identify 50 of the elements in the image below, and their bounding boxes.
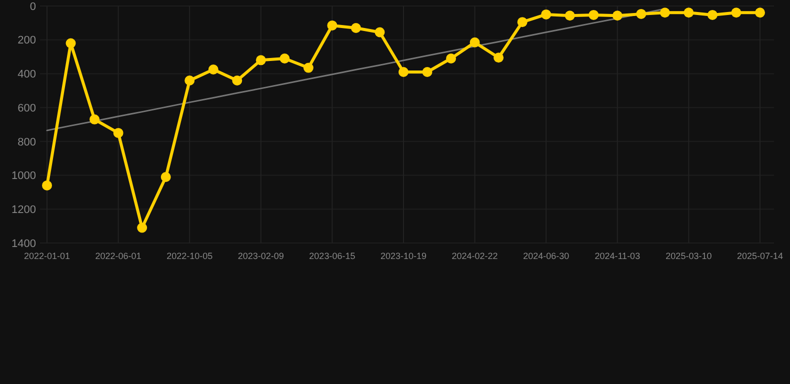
y-tick-label: 1000 — [12, 170, 36, 182]
point — [731, 8, 742, 18]
point — [588, 10, 599, 20]
y-tick-label: 800 — [18, 136, 36, 148]
point — [374, 27, 385, 38]
point — [612, 10, 622, 21]
x-tick-label: 2025-07-14 — [736, 251, 784, 261]
y-tick-label: 0 — [30, 0, 36, 13]
x-tick-label: 2022-10-05 — [166, 251, 213, 261]
point — [208, 64, 218, 74]
x-tick-label: 2023-02-09 — [238, 251, 284, 261]
point — [517, 17, 528, 28]
point — [160, 172, 171, 182]
point — [232, 75, 242, 86]
point — [350, 23, 361, 34]
point — [113, 128, 124, 138]
point — [184, 75, 195, 86]
x-tick-label: 2022-06-01 — [95, 251, 142, 261]
y-tick-label: 600 — [18, 102, 36, 114]
point — [137, 222, 148, 233]
x-tick-label: 2022-01-01 — [24, 251, 70, 261]
y-tick-label: 200 — [18, 34, 36, 47]
y-tick-label: 1200 — [12, 204, 36, 216]
point — [707, 10, 718, 20]
point — [564, 10, 575, 21]
point — [66, 38, 76, 48]
point — [494, 52, 504, 63]
point — [90, 114, 100, 124]
point — [636, 8, 646, 19]
point — [256, 55, 266, 66]
point — [327, 20, 338, 30]
point — [684, 8, 694, 18]
point — [446, 53, 456, 64]
x-tick-label: 2024-02-22 — [452, 251, 498, 261]
y-tick-label: 1400 — [12, 238, 36, 250]
point — [303, 62, 314, 73]
point — [541, 9, 552, 20]
x-tick-label: 2025-03-10 — [666, 251, 712, 261]
x-tick-label: 2024-06-30 — [523, 251, 570, 261]
point — [660, 8, 670, 18]
point — [42, 180, 52, 190]
point — [398, 67, 408, 78]
point — [470, 37, 480, 48]
point — [422, 67, 432, 78]
x-tick-label: 2023-10-19 — [380, 251, 427, 261]
x-tick-label: 2023-06-15 — [309, 251, 356, 261]
point — [280, 53, 290, 64]
x-tick-label: 2024-11-03 — [594, 251, 640, 261]
point — [755, 8, 765, 18]
y-tick-label: 400 — [18, 68, 36, 81]
